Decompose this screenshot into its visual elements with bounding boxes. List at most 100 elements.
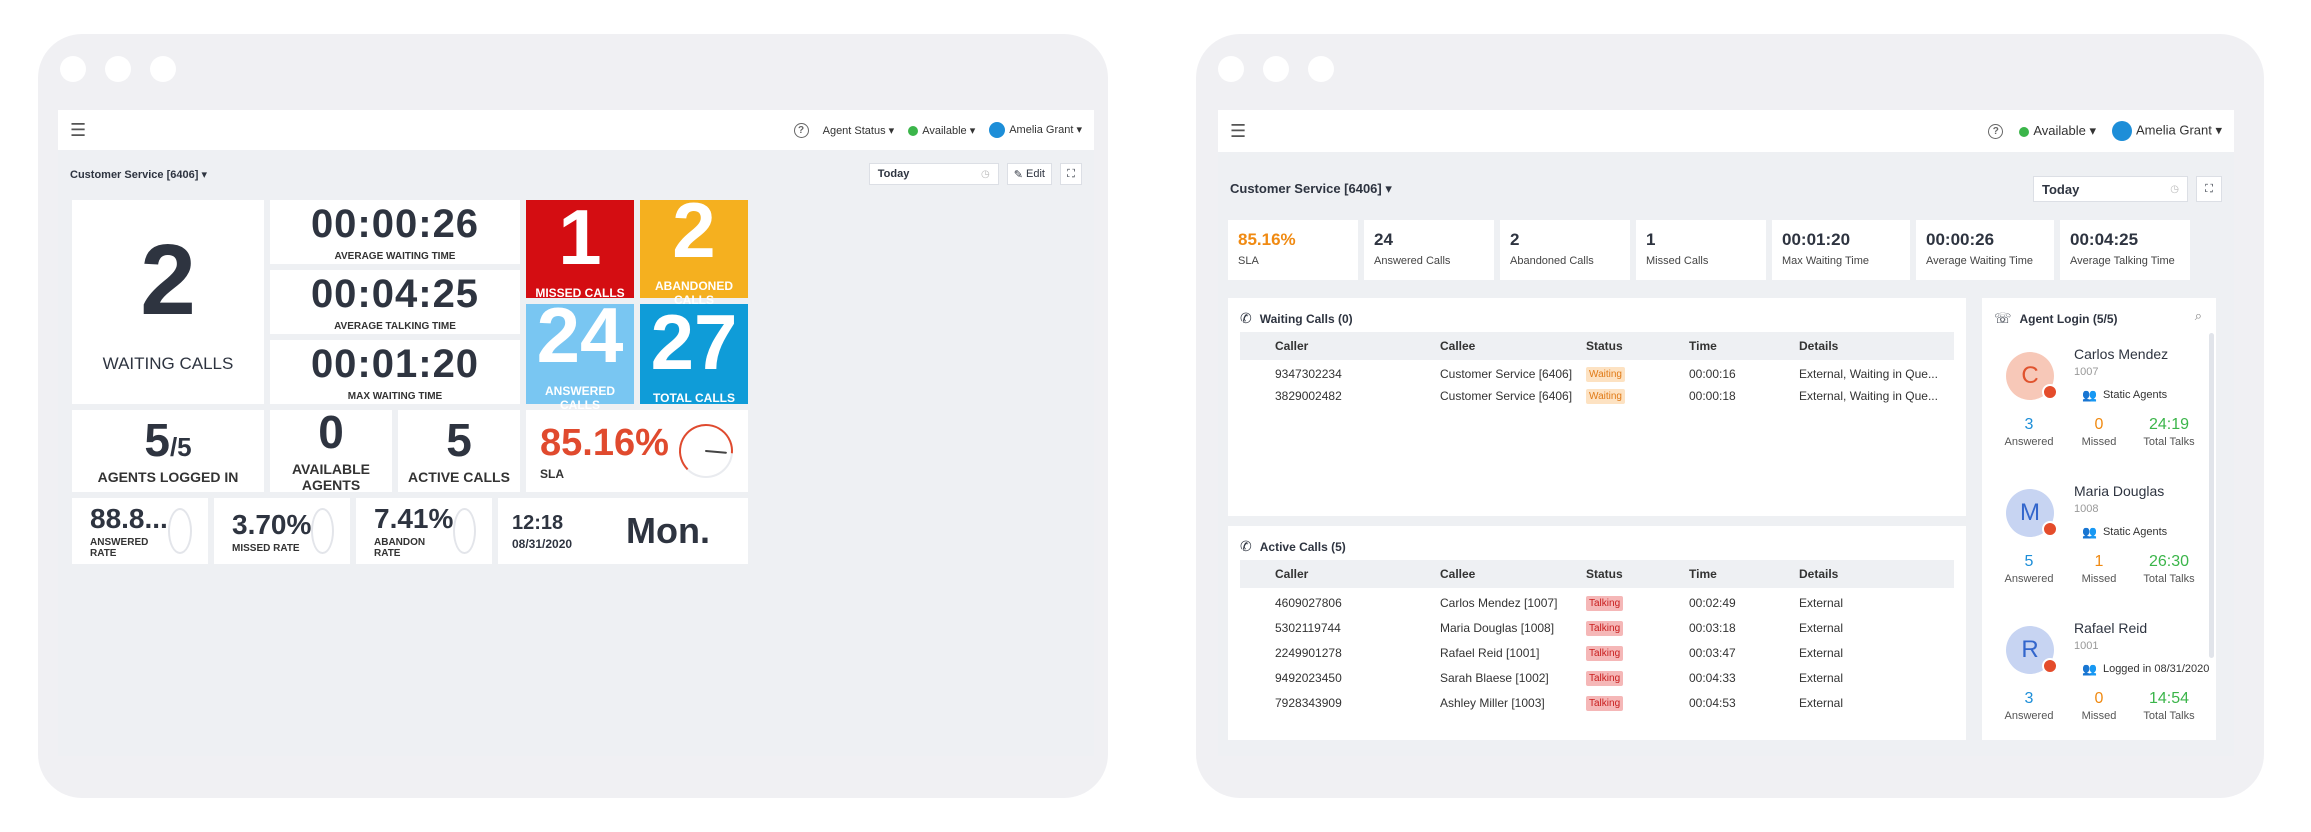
table-row[interactable]: 3829002482 Customer Service [6406] Waiti… [1240,385,1954,407]
agent-status-dropdown[interactable]: Agent Status ▾ [822,124,895,137]
menu-icon[interactable]: ☰ [1230,120,1247,141]
cell-caller: 4609027806 [1275,596,1342,610]
agents-logged-in-label: AGENTS LOGGED IN [97,469,239,485]
availability-dropdown[interactable]: Available ▾ [908,124,975,137]
agents-total: /5 [169,432,192,462]
table-row[interactable]: 5302119744 Maria Douglas [1008] Talking … [1240,617,1954,639]
date-filter[interactable]: Today ◷ [2033,176,2188,202]
status-badge: Waiting [1586,367,1625,382]
avatar: M [2006,489,2054,537]
fullscreen-button[interactable]: ⛶ [1060,163,1082,185]
answered-calls-tile: 24 ANSWERED CALLS [526,296,634,412]
table-row[interactable]: 7928343909 Ashley Miller [1003] Talking … [1240,692,1954,714]
available-status-icon [908,125,919,136]
fullscreen-button[interactable]: ⛶ [2196,176,2222,202]
cell-callee: Sarah Blaese [1002] [1440,671,1549,685]
cell-time: 00:03:18 [1689,621,1736,635]
cell-time: 00:02:49 [1689,596,1736,610]
agent-card[interactable]: C Carlos Mendez 1007 👥 Static Agents 3 Ans… [1982,342,2216,477]
stat-value: 00:04:25 [2070,230,2139,249]
edit-button[interactable]: ✎ Edit [1006,163,1052,185]
menu-icon[interactable]: ☰ [70,119,87,140]
agent-card[interactable]: R Rafael Reid 1001 👥 Logged in 08/31/2020… [1982,616,2216,751]
stat-card-answered: 24 Answered Calls [1364,220,1494,280]
help-icon[interactable]: ? [793,122,809,138]
table-row[interactable]: 2249901278 Rafael Reid [1001] Talking 00… [1240,642,1954,664]
cell-caller: 2249901278 [1275,646,1342,660]
agent-list-scrollbar[interactable] [2209,333,2214,658]
rate-value: 7.41% [374,503,454,534]
col-details[interactable]: Details [1799,339,1839,353]
tile-value: 24 [536,291,624,379]
window-dot-minimize[interactable] [1263,56,1289,82]
waiting-calls-value: 2 [140,224,196,336]
table-row[interactable]: 9347302234 Customer Service [6406] Waiti… [1240,363,1954,385]
missed-calls-tile: 1 MISSED CALLS [526,198,634,300]
col-caller[interactable]: Caller [1275,567,1309,581]
cell-details: External [1799,671,1844,685]
agent-card[interactable]: M Maria Douglas 1008 👥 Static Agents 5 Ans… [1982,479,2216,614]
missed-label: Missed [2081,573,2117,585]
rate-ring [453,508,476,554]
phone-icon: ✆ [1240,310,1252,326]
queue-selector[interactable]: Customer Service [6406] ▾ [1230,181,1392,196]
col-time[interactable]: Time [1689,339,1717,353]
agent-status-dot [2042,521,2058,537]
rate-value: 3.70% [232,508,312,540]
rate-ring [311,508,334,554]
agent-tag: Static Agents [2102,389,2168,401]
agent-name: Carlos Mendez [2074,346,2169,362]
cell-callee: Carlos Mendez [1007] [1440,596,1558,610]
cell-details: External [1799,621,1844,635]
table-row[interactable]: 9492023450 Sarah Blaese [1002] Talking 0… [1240,667,1954,689]
window-dot-close[interactable] [1218,56,1244,82]
tile-label: MISSED CALLS [535,286,625,300]
window-dot-maximize[interactable] [150,56,176,82]
col-callee[interactable]: Callee [1440,567,1476,581]
table-row[interactable]: 4609027806 Carlos Mendez [1007] Talking … [1240,592,1954,614]
col-caller[interactable]: Caller [1275,339,1309,353]
window-controls [1218,56,1334,82]
stat-card-avg-talking: 00:04:25 Average Talking Time [2060,220,2190,280]
help-icon[interactable]: ? [1988,123,2004,139]
stat-label: Answered Calls [1374,255,1451,267]
col-details[interactable]: Details [1799,567,1839,581]
tile-label: TOTAL CALLS [653,391,735,405]
search-icon[interactable]: ⌕ [2194,308,2202,323]
col-time[interactable]: Time [1689,567,1717,581]
table-header: Caller Callee Status Time Details [1240,560,1954,588]
time-value: 00:04:25 [310,272,480,316]
user-menu[interactable]: Amelia Grant ▾ [2111,121,2222,141]
missed-count: 0 [2094,416,2104,433]
availability-dropdown[interactable]: Available ▾ [2019,123,2096,139]
cell-callee: Maria Douglas [1008] [1440,621,1555,635]
available-status-icon [2019,126,2030,137]
dashboard-window-right: ☰ ? Available ▾ Amelia Grant ▾ Customer … [1196,34,2264,798]
user-menu[interactable]: Amelia Grant ▾ [989,122,1082,138]
clock-day: Mon. [626,510,710,551]
rate-value: 88.8... [90,503,168,534]
stat-value: 00:00:26 [1926,230,1995,249]
window-dot-minimize[interactable] [105,56,131,82]
stat-value: 1 [1646,230,1656,249]
date-filter[interactable]: Today ◷ [868,163,999,185]
queue-selector[interactable]: Customer Service [6406] ▾ [70,168,207,181]
missed-count: 0 [2094,690,2104,707]
col-status[interactable]: Status [1586,567,1623,581]
status-badge: Talking [1586,696,1624,711]
window-dot-close[interactable] [60,56,86,82]
missed-count: 1 [2094,553,2104,570]
window-dot-maximize[interactable] [1308,56,1334,82]
total-talks-value: 14:54 [2148,690,2190,707]
total-talks-label: Total Talks [2143,573,2195,585]
panel-title: Active Calls (5) [1259,539,1346,554]
clock-time: 12:18 [512,511,564,534]
col-callee[interactable]: Callee [1440,339,1476,353]
top-bar: ☰ ? Available ▾ Amelia Grant ▾ [1218,110,2234,152]
col-status[interactable]: Status [1586,339,1623,353]
agent-name: Maria Douglas [2074,483,2165,499]
avg-waiting-time-card: 00:00:26 AVERAGE WAITING TIME [270,200,520,264]
waiting-calls-label: WAITING CALLS [102,354,234,373]
phone-icon: ✆ [1240,538,1252,554]
answered-label: Answered [2004,710,2054,722]
